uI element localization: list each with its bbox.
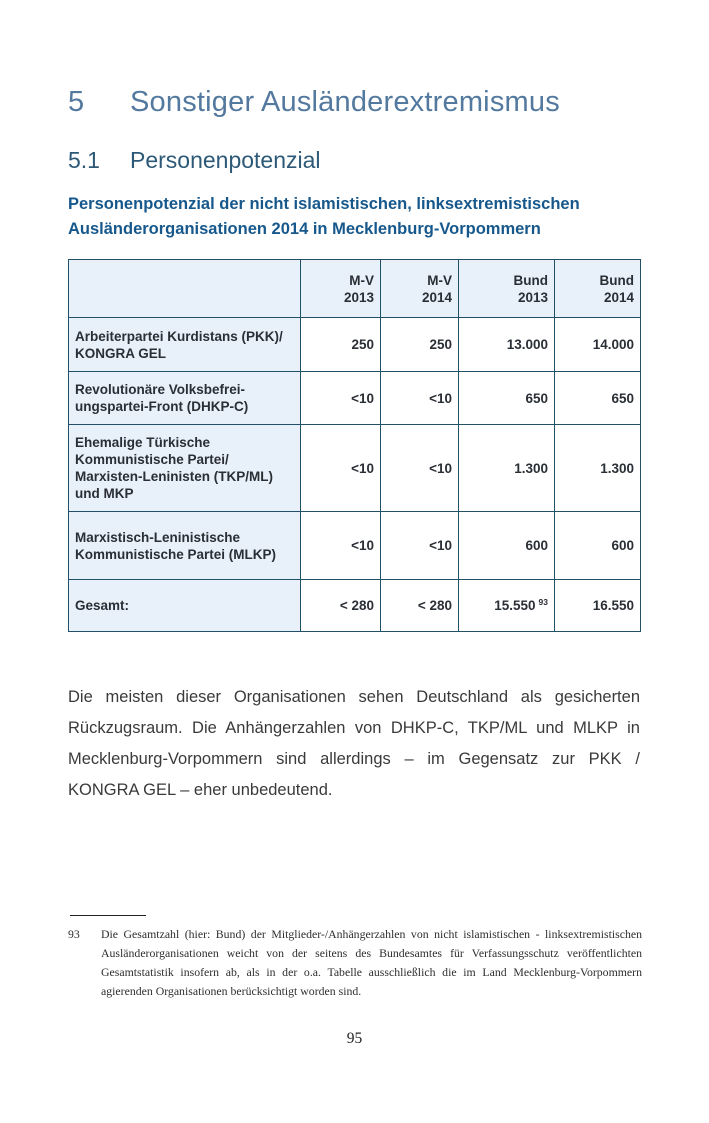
col-header-bund-2014: Bund 2014 [554, 259, 641, 318]
footnote-separator-rule [70, 915, 146, 916]
section-title: Personenpotenzial [130, 147, 321, 173]
section-heading: 5.1 Personenpotenzial [68, 147, 640, 174]
footnote-marker: 93 [68, 927, 80, 941]
table-row-pkk: Arbeiterpartei Kurdistans (PKK)/ KONGRA … [68, 317, 641, 372]
table-header-row: M-V 2013 M-V 2014 Bund 2013 Bund 2014 [68, 259, 641, 318]
org-name-cell: Marxistisch-Leninistische Kommunistische… [68, 511, 301, 580]
value-cell: 600 [458, 511, 555, 580]
org-name-cell: Ehemalige Türkische Kommunistische Parte… [68, 424, 301, 512]
total-label-cell: Gesamt: [68, 579, 301, 632]
body-paragraph: Die meisten dieser Organisationen sehen … [68, 687, 640, 799]
chapter-title: Sonstiger Ausländerextremismus [130, 86, 560, 118]
value-cell: <10 [300, 511, 381, 580]
value-cell: 250 [300, 317, 381, 372]
table-row-tkp-ml: Ehemalige Türkische Kommunistische Parte… [68, 424, 641, 512]
section-number: 5.1 [68, 147, 100, 173]
table-title: Personenpotenzial der nicht islamistisch… [68, 192, 648, 242]
value-cell: <10 [380, 511, 459, 580]
col-header-bund-2013: Bund 2013 [458, 259, 555, 318]
personenpotenzial-table: M-V 2013 M-V 2014 Bund 2013 Bund 2014 Ar… [68, 259, 641, 632]
value-cell: <10 [380, 424, 459, 512]
table-title-line1: Personenpotenzial der nicht islamistisch… [68, 195, 580, 213]
footnote-block: 93 Die Gesamtzahl (hier: Bund) der Mitgl… [68, 915, 642, 1001]
table-corner-cell [68, 259, 301, 318]
value-cell: <10 [300, 424, 381, 512]
value-cell: < 280 [380, 579, 459, 632]
value-cell: <10 [300, 371, 381, 425]
footnote-93: 93 Die Gesamtzahl (hier: Bund) der Mitgl… [68, 925, 642, 1001]
table-row-total: Gesamt: < 280 < 280 15.550 93 16.550 [68, 579, 641, 632]
value-cell: <10 [380, 371, 459, 425]
value-cell: 15.550 93 [458, 579, 555, 632]
value-cell: 14.000 [554, 317, 641, 372]
value-cell: 650 [458, 371, 555, 425]
value-cell: < 280 [300, 579, 381, 632]
chapter-heading: 5 Sonstiger Ausländerextremismus [68, 86, 640, 119]
value-cell: 13.000 [458, 317, 555, 372]
value-cell: 1.300 [554, 424, 641, 512]
table-row-dhkp-c: Revolutionäre Volksbefrei-ungspartei-Fro… [68, 371, 641, 425]
value-cell: 250 [380, 317, 459, 372]
org-name-cell: Revolutionäre Volksbefrei-ungspartei-Fro… [68, 371, 301, 425]
chapter-number: 5 [68, 86, 85, 118]
page-number: 95 [346, 1030, 363, 1047]
footnote-text: Die Gesamtzahl (hier: Bund) der Mitglied… [101, 927, 642, 998]
table-row-mlkp: Marxistisch-Leninistische Kommunistische… [68, 511, 641, 580]
footnote-reference: 93 [538, 596, 548, 607]
value-cell: 600 [554, 511, 641, 580]
value-cell: 650 [554, 371, 641, 425]
org-name-cell: Arbeiterpartei Kurdistans (PKK)/ KONGRA … [68, 317, 301, 372]
col-header-mv-2013: M-V 2013 [300, 259, 381, 318]
value-cell: 16.550 [554, 579, 641, 632]
col-header-mv-2014: M-V 2014 [380, 259, 459, 318]
table-title-line2: Ausländerorganisationen 2014 in Mecklenb… [68, 220, 541, 238]
value-cell: 1.300 [458, 424, 555, 512]
